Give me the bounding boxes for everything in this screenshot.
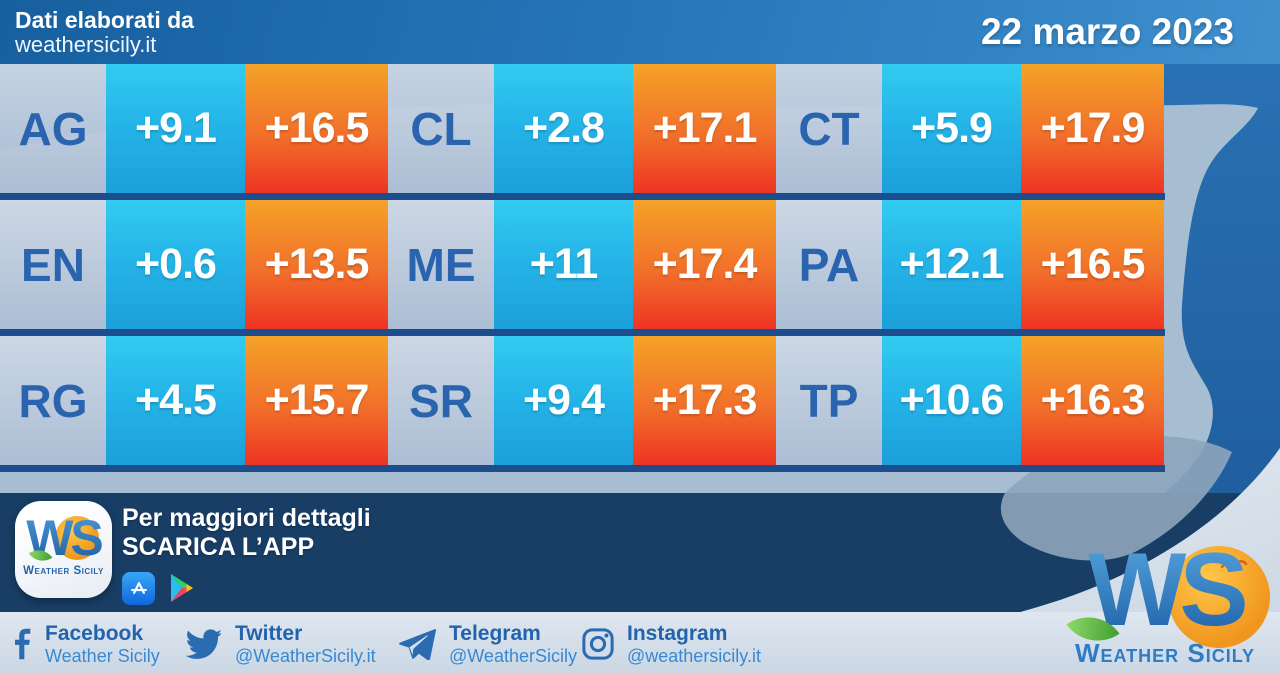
max-temp-cell: +13.5 [245, 200, 388, 329]
app-promo-band: WS Weather Sicily Per maggiori dettagli … [0, 493, 1280, 612]
province-cell: ME [388, 200, 494, 329]
min-temp-cell: +0.6 [106, 200, 245, 329]
province-cell: PA [776, 200, 882, 329]
max-temp-cell: +17.9 [1021, 64, 1164, 193]
province-cell: TP [776, 336, 882, 465]
max-temp-cell: +16.3 [1021, 336, 1164, 465]
telegram-icon [398, 628, 436, 661]
instagram-icon [582, 628, 614, 661]
app-promo-text: Per maggiori dettagli SCARICA L’APP [122, 504, 371, 605]
province-cell: SR [388, 336, 494, 465]
min-temp-cell: +5.9 [882, 64, 1021, 193]
province-cell: EN [0, 200, 106, 329]
social-handle: Weather Sicily [45, 646, 160, 667]
min-temp-cell: +9.1 [106, 64, 245, 193]
ws-logo-text: WS [1058, 538, 1272, 642]
table-row: RG +4.5 +15.7 SR +9.4 +17.3 TP +10.6 +16… [0, 336, 1165, 472]
app-store-icon[interactable] [122, 571, 155, 605]
header-bar: Dati elaborati da weathersicily.it 22 ma… [0, 0, 1280, 64]
sun-icon [1168, 546, 1270, 648]
max-temp-cell: +16.5 [245, 64, 388, 193]
min-temp-cell: +12.1 [882, 200, 1021, 329]
province-cell: CL [388, 64, 494, 193]
social-handle: @WeatherSicily [449, 646, 577, 667]
min-temp-cell: +4.5 [106, 336, 245, 465]
date-label: 22 marzo 2023 [980, 11, 1234, 52]
telegram-link[interactable]: Telegram @WeatherSicily [398, 622, 577, 667]
max-temp-cell: +17.3 [633, 336, 776, 465]
max-temp-cell: +17.4 [633, 200, 776, 329]
province-cell: CT [776, 64, 882, 193]
instagram-link[interactable]: Instagram @weathersicily.it [582, 622, 761, 667]
source-label: Dati elaborati da [15, 6, 194, 33]
min-temp-cell: +10.6 [882, 336, 1021, 465]
table-row: AG +9.1 +16.5 CL +2.8 +17.1 CT +5.9 +17.… [0, 64, 1165, 200]
max-temp-cell: +17.1 [633, 64, 776, 193]
promo-line-2: SCARICA L’APP [122, 533, 315, 561]
ws-logo-subtitle: Weather Sicily [23, 565, 104, 577]
table-row: EN +0.6 +13.5 ME +11 +17.4 PA +12.1 +16.… [0, 200, 1165, 336]
ws-logo-subtitle: Weather Sicily [1074, 638, 1256, 668]
social-network-name: Twitter [235, 622, 303, 645]
data-source: Dati elaborati da weathersicily.it [0, 6, 194, 57]
social-handle: @WeatherSicily.it [235, 646, 376, 667]
ws-app-icon: WS Weather Sicily [15, 501, 112, 598]
twitter-link[interactable]: Twitter @WeatherSicily.it [185, 622, 376, 667]
province-cell: AG [0, 64, 106, 193]
weather-sicily-logo: WS Weather Sicily [1058, 538, 1272, 670]
max-temp-cell: +15.7 [245, 336, 388, 465]
temperature-table: AG +9.1 +16.5 CL +2.8 +17.1 CT +5.9 +17.… [0, 64, 1165, 472]
social-handle: @weathersicily.it [627, 646, 761, 667]
max-temp-cell: +16.5 [1021, 200, 1164, 329]
seagulls-icon [1220, 560, 1248, 569]
min-temp-cell: +9.4 [494, 336, 633, 465]
min-temp-cell: +2.8 [494, 64, 633, 193]
twitter-icon [185, 629, 222, 660]
source-site: weathersicily.it [15, 31, 157, 57]
min-temp-cell: +11 [494, 200, 633, 329]
sun-icon [55, 516, 99, 560]
facebook-icon [15, 627, 32, 661]
social-network-name: Instagram [627, 622, 728, 645]
facebook-link[interactable]: Facebook Weather Sicily [15, 622, 160, 667]
province-cell: RG [0, 336, 106, 465]
google-play-icon[interactable] [164, 571, 200, 605]
social-network-name: Telegram [449, 622, 541, 645]
social-footer: Facebook Weather Sicily Twitter @Weather… [0, 612, 1280, 673]
promo-line-1: Per maggiori dettagli [122, 504, 371, 532]
social-network-name: Facebook [45, 622, 144, 645]
store-badges [122, 571, 371, 605]
